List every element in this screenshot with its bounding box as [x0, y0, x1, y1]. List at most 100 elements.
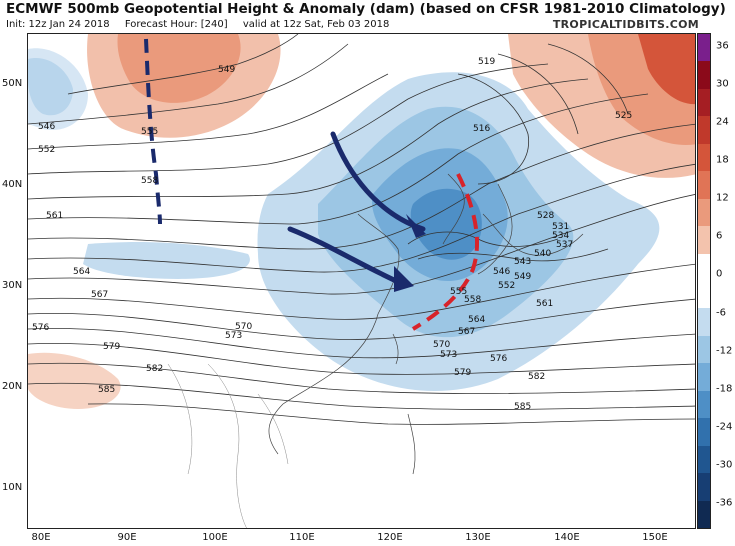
trough-axis-line	[411, 173, 480, 331]
colorbar-cell	[698, 253, 710, 282]
contour-label: 516	[473, 124, 490, 134]
contour-label: 534	[552, 231, 569, 241]
flow-arrow-south	[287, 226, 406, 287]
init-time: Init: 12z Jan 24 2018	[6, 19, 110, 30]
contour-label: 558	[141, 176, 158, 186]
contour-label: 549	[218, 65, 235, 75]
lat-label-40n: 40N	[2, 179, 23, 190]
contour-label: 561	[536, 299, 553, 309]
colorbar-label: -30	[716, 459, 733, 471]
anomaly-negative-nw-outer	[28, 48, 88, 130]
lon-label-130e: 130E	[465, 532, 491, 543]
anomaly-positive-ne-deep	[638, 34, 695, 104]
colorbar-cell	[698, 116, 710, 145]
colorbar-label: 18	[716, 154, 729, 166]
coastlines	[268, 173, 584, 475]
colorbar-cell	[698, 143, 710, 172]
ridge-axis-line	[144, 38, 162, 225]
valid-time: valid at 12z Sat, Feb 03 2018	[242, 19, 390, 30]
contour-label: 585	[514, 402, 531, 412]
lat-label-10n: 10N	[2, 482, 23, 493]
colorbar-label: 36	[716, 40, 729, 52]
contour-label: 528	[537, 211, 554, 221]
colorbar-cell	[698, 335, 710, 364]
colorbar-cell	[698, 500, 710, 529]
lon-label-110e: 110E	[289, 532, 315, 543]
lat-label-30n: 30N	[2, 280, 23, 291]
colorbar-cell	[698, 61, 710, 90]
colorbar-cell	[698, 308, 710, 337]
contour-label: 582	[146, 364, 163, 374]
contour-label: 549	[514, 272, 531, 282]
contour-label: 537	[556, 240, 573, 250]
anomaly-positive-sw	[28, 352, 121, 409]
colorbar-cell	[698, 418, 710, 447]
contour-label: 567	[91, 290, 108, 300]
lon-label-120e: 120E	[377, 532, 403, 543]
colorbar-label: -12	[716, 345, 733, 357]
borders	[167, 363, 289, 528]
contour-label: 555	[450, 287, 467, 297]
brand-watermark: TROPICALTIDBITS.COM	[552, 18, 699, 31]
contour-labels: 519 525 516 528 531 534 537 540 543 546 …	[32, 57, 632, 412]
lon-label-140e: 140E	[554, 532, 580, 543]
colorbar-cell	[698, 445, 710, 474]
contour-label: 564	[468, 315, 485, 325]
map-canvas: 519 525 516 528 531 534 537 540 543 546 …	[28, 34, 695, 528]
contour-label: 564	[73, 267, 90, 277]
flow-arrow-north	[330, 131, 426, 232]
colorbar-cell	[698, 363, 710, 392]
anomaly-colorbar	[697, 33, 711, 529]
colorbar-cell	[698, 281, 710, 309]
contour-label: 519	[478, 57, 495, 67]
colorbar-cell	[698, 390, 710, 419]
contour-label: 570	[433, 340, 450, 350]
arrow-heads	[394, 214, 426, 292]
colorbar-label: -18	[716, 383, 733, 395]
contour-label: 579	[103, 342, 120, 352]
contour-label: 585	[98, 385, 115, 395]
lon-label-150e: 150E	[642, 532, 668, 543]
contour-label: 525	[615, 111, 632, 121]
map-subtitle: Init: 12z Jan 24 2018 Forecast Hour: [24…	[6, 19, 401, 30]
contour-label: 576	[490, 354, 507, 364]
colorbar-label: -24	[716, 421, 733, 433]
colorbar-cell	[698, 198, 710, 227]
contour-label: 546	[38, 122, 55, 132]
contour-label: 531	[552, 222, 569, 232]
flow-arrows	[287, 131, 426, 287]
arrow-head-south	[394, 266, 414, 292]
contour-label: 582	[528, 372, 545, 382]
contour-label: 546	[493, 267, 510, 277]
colorbar-cell	[698, 473, 710, 502]
contour-label: 561	[46, 211, 63, 221]
colorbar-cell	[698, 34, 710, 62]
lon-label-80e: 80E	[31, 532, 51, 543]
colorbar-label: 12	[716, 192, 729, 204]
lat-label-50n: 50N	[2, 78, 23, 89]
lat-label-20n: 20N	[2, 381, 23, 392]
contour-label: 573	[225, 331, 242, 341]
contour-label: 543	[514, 257, 531, 267]
lon-label-90e: 90E	[117, 532, 137, 543]
contour-label: 570	[235, 322, 252, 332]
colorbar-label: 0	[716, 268, 723, 280]
contour-label: 552	[498, 281, 515, 291]
arrow-head-north	[406, 214, 426, 238]
colorbar-label: 24	[716, 116, 729, 128]
forecast-hour: Forecast Hour: [240]	[124, 19, 228, 30]
map-title: ECMWF 500mb Geopotential Height & Anomal…	[6, 1, 726, 17]
colorbar-cell	[698, 88, 710, 117]
colorbar-label: -36	[716, 497, 733, 509]
colorbar-label: 30	[716, 78, 729, 90]
contour-label: 558	[464, 295, 481, 305]
lon-label-100e: 100E	[202, 532, 228, 543]
contour-label: 555	[141, 127, 158, 137]
contour-label: 552	[38, 145, 55, 155]
contour-label: 576	[32, 323, 49, 333]
colorbar-cell	[698, 226, 710, 255]
anomaly-negative-band	[83, 242, 250, 279]
map-panel: 519 525 516 528 531 534 537 540 543 546 …	[27, 33, 696, 529]
contour-label: 573	[440, 350, 457, 360]
contour-label: 540	[534, 249, 551, 259]
